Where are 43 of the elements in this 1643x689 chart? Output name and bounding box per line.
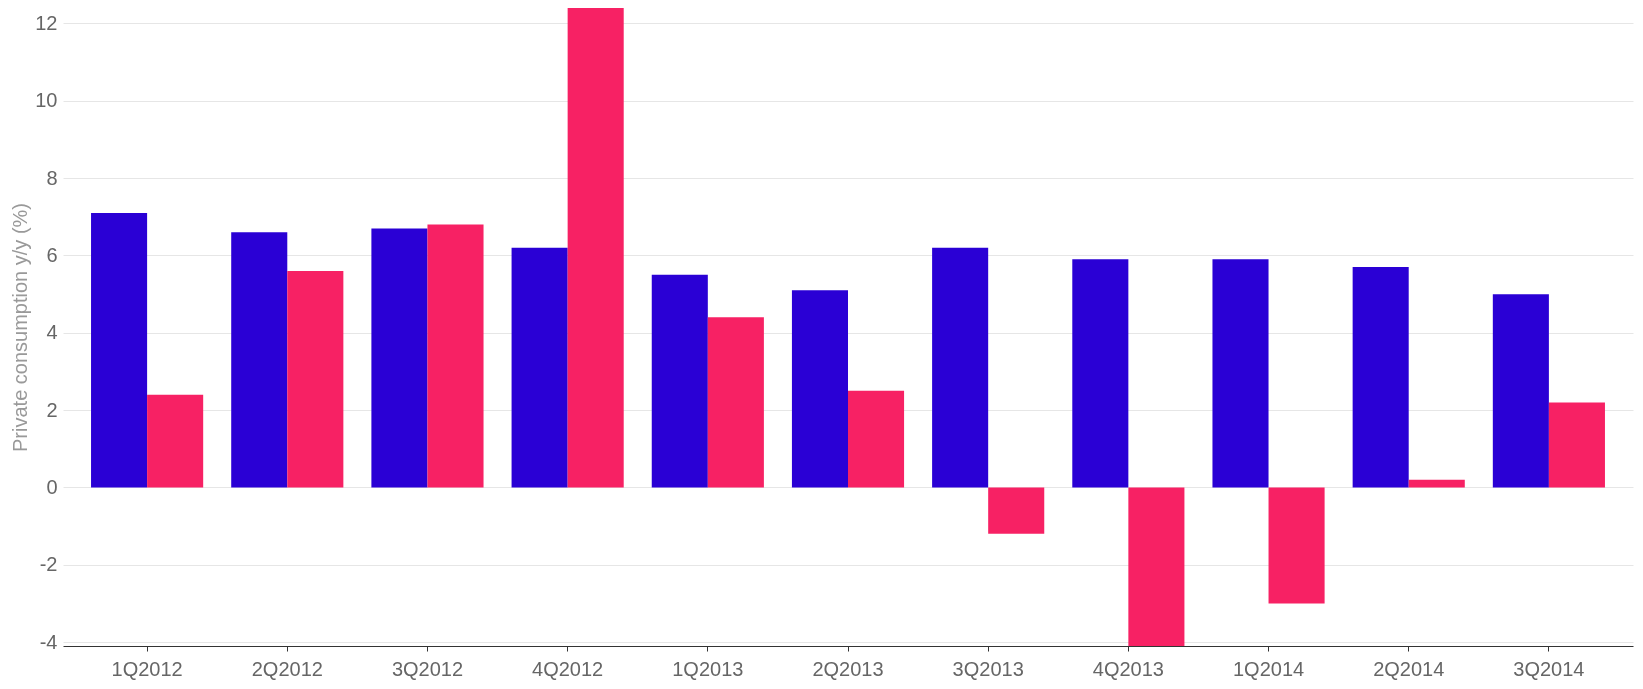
x-tick-label: 2Q2014 xyxy=(1373,657,1445,680)
x-tick-label: 1Q2012 xyxy=(111,657,183,680)
bar xyxy=(371,228,428,488)
bar xyxy=(567,8,624,488)
x-tick-label: 4Q2012 xyxy=(532,657,604,680)
x-tick-label: 4Q2013 xyxy=(1092,657,1164,680)
y-tick-label: 2 xyxy=(46,398,58,421)
bar xyxy=(1212,259,1269,488)
bar xyxy=(707,317,764,488)
y-tick-label: 4 xyxy=(46,321,58,344)
x-tick-label: 1Q2014 xyxy=(1232,657,1305,680)
x-tick-label: 3Q2014 xyxy=(1513,657,1585,680)
y-tick-label: 10 xyxy=(35,89,58,112)
x-tick-label: 1Q2013 xyxy=(672,657,744,680)
x-tick-label: 3Q2013 xyxy=(952,657,1024,680)
y-tick-label: -4 xyxy=(39,630,58,653)
bar xyxy=(932,247,989,488)
bar xyxy=(287,270,344,488)
bar xyxy=(1128,487,1185,646)
bar xyxy=(147,394,204,488)
y-axis-title: Private consumption y/y (%) xyxy=(9,203,32,452)
bar xyxy=(988,487,1045,534)
bar xyxy=(1268,487,1325,604)
x-tick-label: 3Q2012 xyxy=(391,657,464,680)
y-tick-label: -2 xyxy=(39,553,58,576)
bar xyxy=(1548,402,1605,488)
bar xyxy=(427,224,484,488)
bar xyxy=(1352,267,1409,488)
y-tick-label: 6 xyxy=(46,243,58,266)
x-tick-label: 2Q2013 xyxy=(812,657,884,680)
y-tick-label: 0 xyxy=(46,475,58,498)
bar xyxy=(1492,294,1549,488)
bar xyxy=(848,390,905,488)
bar xyxy=(91,212,148,488)
y-tick-label: 12 xyxy=(35,11,58,34)
bar xyxy=(791,290,848,488)
x-tick-label: 2Q2012 xyxy=(251,657,323,680)
bar xyxy=(1072,259,1129,488)
bar xyxy=(651,274,708,488)
y-tick-label: 8 xyxy=(46,166,58,189)
bar xyxy=(231,232,288,488)
bar xyxy=(511,247,568,488)
bar xyxy=(1408,479,1465,488)
